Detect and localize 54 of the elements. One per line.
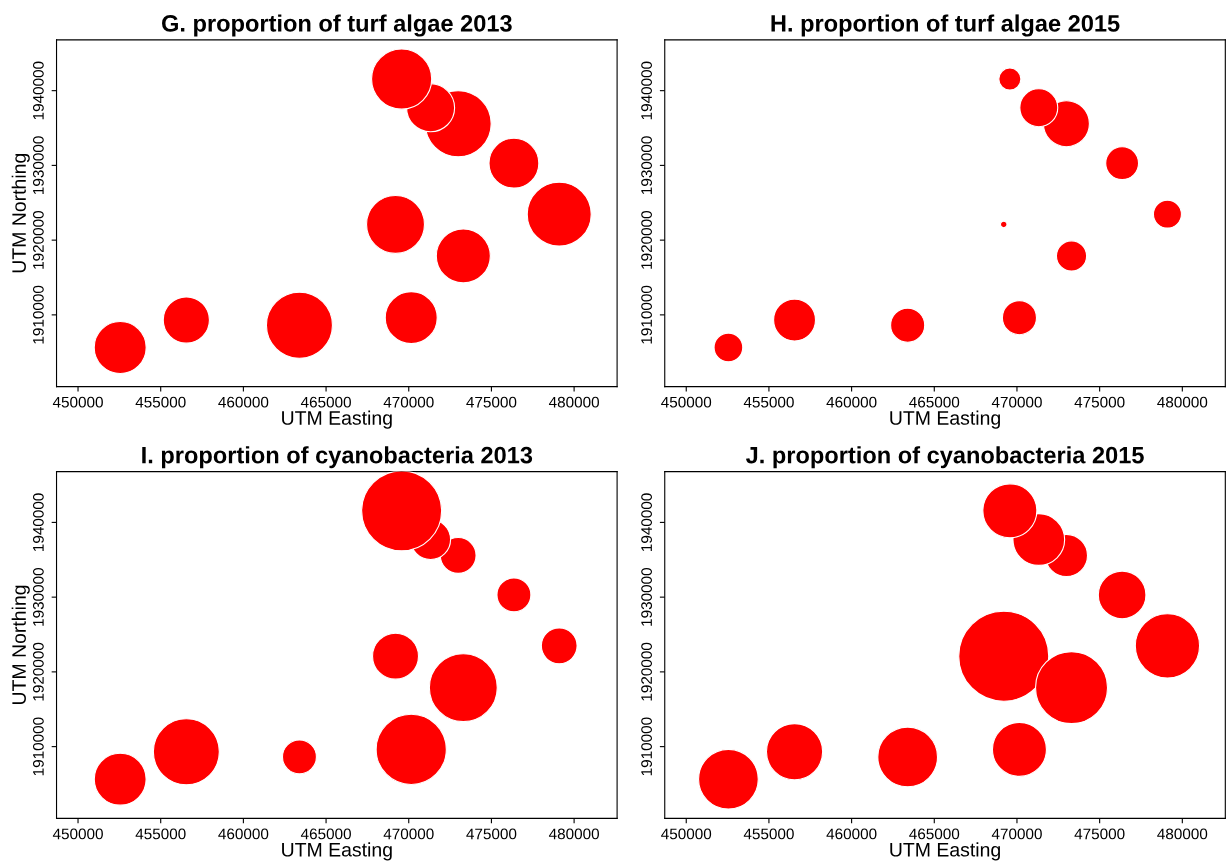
y-axis-title: UTM Northing xyxy=(11,585,30,704)
x-tick-label: 465000 xyxy=(909,828,960,840)
x-tick-label: 450000 xyxy=(661,396,712,408)
x-tick-label: 470000 xyxy=(383,396,434,408)
x-tick-label: 480000 xyxy=(548,828,599,840)
x-tick-label: 455000 xyxy=(135,396,186,408)
y-tick-label: 1920000 xyxy=(32,642,44,701)
x-tick-label: 480000 xyxy=(1157,828,1208,840)
y-tick-label: 1930000 xyxy=(641,568,653,626)
y-tick-label: 1920000 xyxy=(641,210,653,269)
x-axis-title: UTM Easting xyxy=(282,410,392,429)
y-tick-label: 1940000 xyxy=(641,493,653,551)
x-tick-label: 475000 xyxy=(1074,828,1125,840)
y-tick-label: 1930000 xyxy=(641,136,653,194)
x-axis-title: UTM Easting xyxy=(890,410,1000,429)
chart-title: H. proportion of turf algae 2015 xyxy=(771,14,1120,37)
x-tick-label: 475000 xyxy=(1074,396,1125,408)
y-tick-label: 1940000 xyxy=(641,61,653,120)
y-tick-label: 1910000 xyxy=(32,285,44,344)
x-tick-label: 460000 xyxy=(826,396,877,408)
y-tick-label: 1940000 xyxy=(32,61,44,120)
x-tick-label: 450000 xyxy=(52,828,103,840)
y-axis-title: UTM Northing xyxy=(11,153,30,273)
x-tick-label: 450000 xyxy=(52,396,103,408)
x-tick-label: 470000 xyxy=(991,828,1042,840)
x-tick-label: 450000 xyxy=(661,828,712,840)
y-tick-label: 1940000 xyxy=(32,493,44,551)
x-tick-label: 470000 xyxy=(383,828,434,840)
x-tick-label: 460000 xyxy=(218,396,269,408)
chart-title: J. proportion of cyanobacteria 2015 xyxy=(745,446,1144,469)
y-tick-label: 1920000 xyxy=(32,210,44,269)
x-tick-label: 460000 xyxy=(218,828,269,840)
x-tick-label: 480000 xyxy=(548,396,599,408)
y-tick-label: 1930000 xyxy=(32,568,44,626)
x-tick-label: 455000 xyxy=(135,828,186,840)
y-tick-label: 1910000 xyxy=(32,717,44,776)
x-axis-title: UTM Easting xyxy=(282,842,392,861)
y-tick-label: 1930000 xyxy=(32,136,44,194)
x-tick-label: 465000 xyxy=(300,828,351,840)
x-tick-label: 475000 xyxy=(466,396,517,408)
y-tick-label: 1910000 xyxy=(641,717,653,776)
x-tick-label: 475000 xyxy=(466,828,517,840)
x-tick-label: 470000 xyxy=(991,396,1042,408)
y-tick-label: 1920000 xyxy=(641,642,653,701)
x-tick-label: 455000 xyxy=(743,828,794,840)
y-tick-label: 1910000 xyxy=(641,285,653,344)
x-tick-label: 480000 xyxy=(1157,396,1208,408)
chart-title: G. proportion of turf algae 2013 xyxy=(162,14,512,37)
chart-title: I. proportion of cyanobacteria 2013 xyxy=(142,446,533,469)
x-tick-label: 465000 xyxy=(300,396,351,408)
x-tick-label: 465000 xyxy=(909,396,960,408)
x-tick-label: 455000 xyxy=(743,396,794,408)
x-tick-label: 460000 xyxy=(826,828,877,840)
x-axis-title: UTM Easting xyxy=(890,842,1000,861)
